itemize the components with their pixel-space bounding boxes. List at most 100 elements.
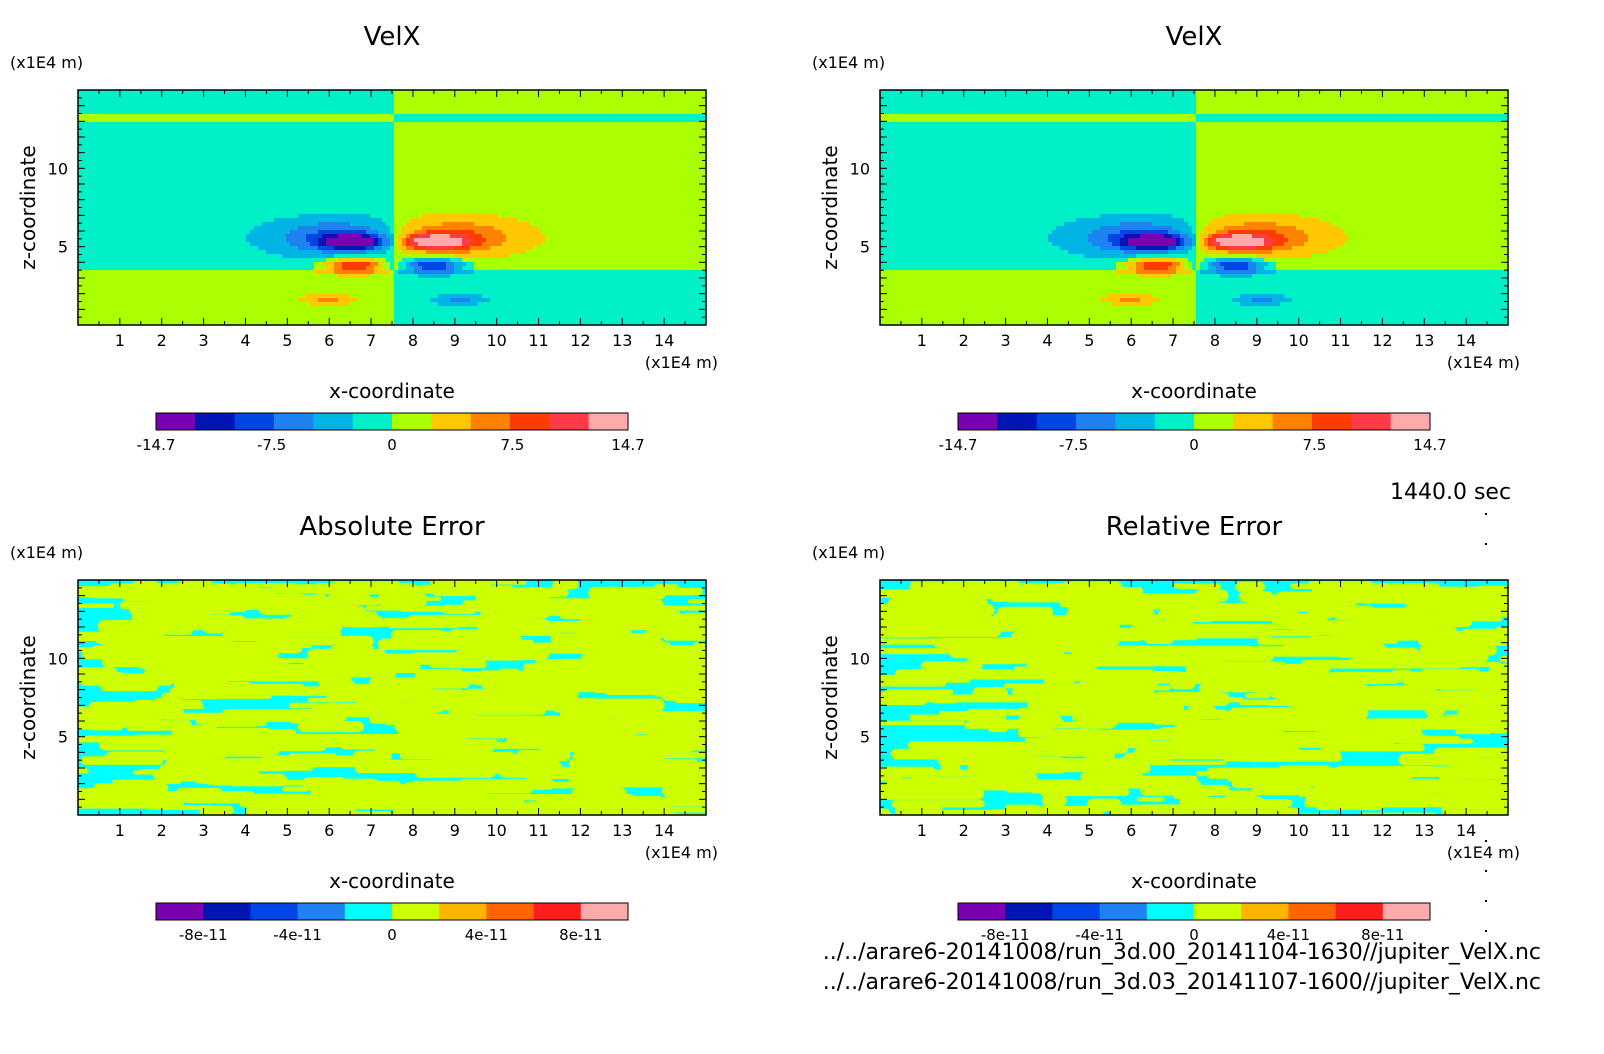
field-cell [442, 146, 447, 151]
field-cell [114, 114, 119, 119]
field-cell [562, 194, 567, 199]
field-cell [510, 190, 515, 195]
field-cell [370, 178, 375, 183]
field-cell [254, 194, 259, 199]
field-cell [530, 210, 535, 215]
field-cell [638, 174, 643, 179]
field-cell [454, 126, 459, 131]
field-cell [350, 142, 355, 147]
field-cell [90, 182, 95, 187]
field-cell [230, 106, 235, 111]
field-cell [366, 150, 371, 155]
field-cell [150, 198, 155, 203]
field-cell [342, 154, 347, 159]
field-cell [486, 182, 491, 187]
field-cell [322, 190, 327, 195]
field-cell [670, 150, 675, 155]
field-cell [702, 114, 706, 119]
field-cell [654, 206, 659, 211]
field-cell [298, 150, 303, 155]
field-cell [134, 170, 139, 175]
field-cell [338, 98, 343, 103]
field-cell [114, 174, 119, 179]
field-cell [186, 170, 191, 175]
field-cell [702, 162, 706, 167]
field-cell [698, 146, 703, 151]
field-cell [358, 214, 363, 219]
field-cell [326, 170, 331, 175]
field-cell [402, 170, 407, 175]
field-cell [114, 126, 119, 131]
field-cell [322, 178, 327, 183]
field-cell [470, 178, 475, 183]
field-cell [98, 110, 103, 115]
field-cell [122, 150, 127, 155]
field-cell [110, 158, 115, 163]
field-cell [350, 182, 355, 187]
field-cell [442, 158, 447, 163]
field-cell [694, 194, 699, 199]
field-cell [190, 90, 195, 95]
field-cell [374, 198, 379, 203]
field-cell [254, 98, 259, 103]
field-cell [578, 142, 583, 147]
field-cell [406, 198, 411, 203]
field-cell [294, 118, 299, 123]
field-cell [438, 198, 443, 203]
field-cell [230, 210, 235, 215]
field-cell [190, 166, 195, 171]
field-cell [214, 94, 219, 99]
field-cell [94, 154, 99, 159]
field-cell [634, 126, 639, 131]
field-cell [126, 182, 131, 187]
field-cell [466, 102, 471, 107]
field-cell [146, 162, 151, 167]
field-cell [318, 174, 323, 179]
field-cell [618, 190, 623, 195]
field-cell [214, 98, 219, 103]
field-cell [442, 134, 447, 139]
field-cell [622, 138, 627, 143]
field-cell [366, 118, 371, 123]
field-cell [622, 198, 627, 203]
field-cell [506, 122, 511, 127]
field-cell [546, 122, 551, 127]
field-cell [246, 106, 251, 111]
field-cell [390, 174, 395, 179]
field-cell [598, 170, 603, 175]
field-cell [178, 170, 183, 175]
field-cell [186, 98, 191, 103]
field-cell [430, 166, 435, 171]
field-cell [338, 158, 343, 163]
field-cell [402, 106, 407, 111]
field-cell [426, 190, 431, 195]
field-cell [190, 178, 195, 183]
field-cell [634, 162, 639, 167]
field-cell [402, 182, 407, 187]
field-cell [602, 122, 607, 127]
field-cell [358, 118, 363, 123]
field-cell [338, 166, 343, 171]
field-cell [422, 158, 427, 163]
field-cell [354, 110, 359, 115]
field-cell [530, 122, 535, 127]
field-cell [118, 206, 123, 211]
field-cell [270, 94, 275, 99]
field-cell [354, 210, 359, 215]
field-cell [202, 106, 207, 111]
field-cell [594, 194, 599, 199]
field-cell [158, 162, 163, 167]
field-cell [458, 158, 463, 163]
field-cell [246, 150, 251, 155]
field-cell [486, 202, 491, 207]
field-cell [590, 130, 595, 135]
field-cell [530, 138, 535, 143]
field-cell [642, 206, 647, 211]
field-cell [670, 146, 675, 151]
field-cell [162, 210, 167, 215]
field-cell [674, 106, 679, 111]
field-cell [470, 198, 475, 203]
field-cell [430, 170, 435, 175]
field-cell [682, 198, 687, 203]
field-cell [586, 142, 591, 147]
